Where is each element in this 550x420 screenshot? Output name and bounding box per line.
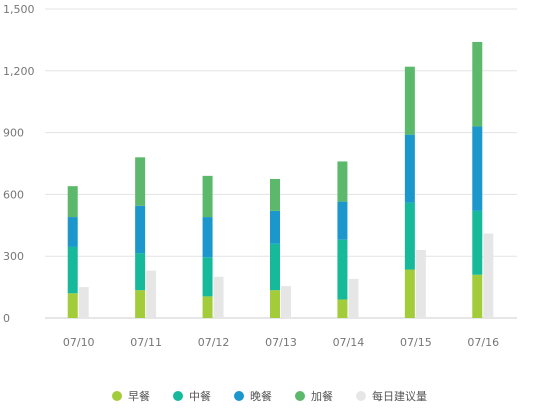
legend-label: 晚餐: [250, 389, 272, 403]
bar-segment-早餐-07/10[interactable]: [67, 293, 78, 318]
bar-segment-中餐-07/10[interactable]: [67, 246, 78, 294]
x-axis-ticks: 07/10 07/11 07/12 07/13 07/14 07/15 07/16: [63, 336, 499, 349]
bar-segment-晚餐-07/13[interactable]: [270, 210, 280, 244]
x-tick-label: 07/10: [63, 336, 95, 349]
bar-每日建议量-07/16[interactable]: [483, 233, 494, 318]
bar-segment-中餐-07/14[interactable]: [337, 239, 348, 300]
legend-label: 每日建议量: [372, 389, 427, 403]
bar-每日建议量-07/14[interactable]: [348, 278, 359, 318]
bar-segment-晚餐-07/15[interactable]: [404, 134, 415, 203]
bar-segment-晚餐-07/11[interactable]: [135, 205, 146, 254]
legend-item-晚餐[interactable]: 晚餐: [234, 389, 272, 403]
legend-label: 中餐: [189, 389, 211, 403]
x-tick-label: 07/11: [130, 336, 162, 349]
bars: [67, 41, 494, 318]
bar-segment-加餐-07/11[interactable]: [135, 157, 146, 206]
bar-segment-早餐-07/12[interactable]: [202, 296, 213, 318]
bar-每日建议量-07/13[interactable]: [281, 286, 291, 318]
bar-每日建议量-07/12[interactable]: [213, 276, 224, 318]
legend-swatch: [112, 391, 122, 401]
bar-segment-中餐-07/16[interactable]: [472, 210, 483, 275]
bar-segment-晚餐-07/12[interactable]: [202, 217, 213, 258]
legend-item-每日建议量[interactable]: 每日建议量: [356, 389, 427, 403]
y-tick-label: 900: [3, 127, 24, 140]
legend-swatch: [234, 391, 244, 401]
y-tick-label: 300: [3, 250, 24, 263]
legend-label: 早餐: [128, 389, 150, 403]
legend-swatch: [173, 391, 183, 401]
y-axis-ticks: 0 300 600 900 1,200 1,500: [3, 3, 35, 325]
legend[interactable]: 早餐 中餐 晚餐 加餐 每日建议量: [112, 389, 427, 403]
y-tick-label: 1,500: [3, 3, 35, 16]
y-tick-label: 600: [3, 188, 24, 201]
bar-segment-晚餐-07/14[interactable]: [337, 201, 348, 240]
legend-item-早餐[interactable]: 早餐: [112, 389, 150, 403]
bar-每日建议量-07/10[interactable]: [78, 287, 89, 318]
bar-每日建议量-07/11[interactable]: [146, 270, 157, 318]
bar-segment-中餐-07/15[interactable]: [404, 202, 415, 270]
bar-segment-加餐-07/10[interactable]: [67, 186, 78, 218]
x-tick-label: 07/13: [265, 336, 297, 349]
bar-segment-晚餐-07/10[interactable]: [67, 217, 78, 247]
legend-swatch: [356, 391, 366, 401]
bar-segment-早餐-07/14[interactable]: [337, 299, 348, 318]
legend-label: 加餐: [311, 389, 333, 403]
bar-segment-早餐-07/11[interactable]: [135, 290, 146, 318]
legend-item-中餐[interactable]: 中餐: [173, 389, 211, 403]
legend-swatch: [295, 391, 305, 401]
bar-segment-中餐-07/12[interactable]: [202, 257, 213, 297]
bar-segment-加餐-07/16[interactable]: [472, 41, 483, 127]
bar-segment-加餐-07/13[interactable]: [270, 178, 280, 211]
x-tick-label: 07/12: [198, 336, 230, 349]
bar-segment-中餐-07/13[interactable]: [270, 243, 280, 291]
bar-segment-早餐-07/15[interactable]: [404, 269, 415, 318]
bar-segment-加餐-07/15[interactable]: [404, 66, 415, 135]
bar-segment-早餐-07/13[interactable]: [270, 290, 280, 318]
grid-lines: [45, 8, 517, 319]
x-tick-label: 07/15: [400, 336, 432, 349]
bar-segment-加餐-07/12[interactable]: [202, 175, 213, 218]
x-tick-label: 07/16: [467, 336, 499, 349]
legend-item-加餐[interactable]: 加餐: [295, 389, 333, 403]
bar-segment-加餐-07/14[interactable]: [337, 161, 348, 202]
bar-segment-早餐-07/16[interactable]: [472, 274, 483, 318]
bar-每日建议量-07/15[interactable]: [415, 250, 426, 318]
bar-segment-晚餐-07/16[interactable]: [472, 126, 483, 211]
bar-segment-中餐-07/11[interactable]: [135, 253, 146, 291]
x-tick-label: 07/14: [333, 336, 365, 349]
y-tick-label: 1,200: [3, 65, 35, 78]
y-tick-label: 0: [3, 312, 10, 325]
